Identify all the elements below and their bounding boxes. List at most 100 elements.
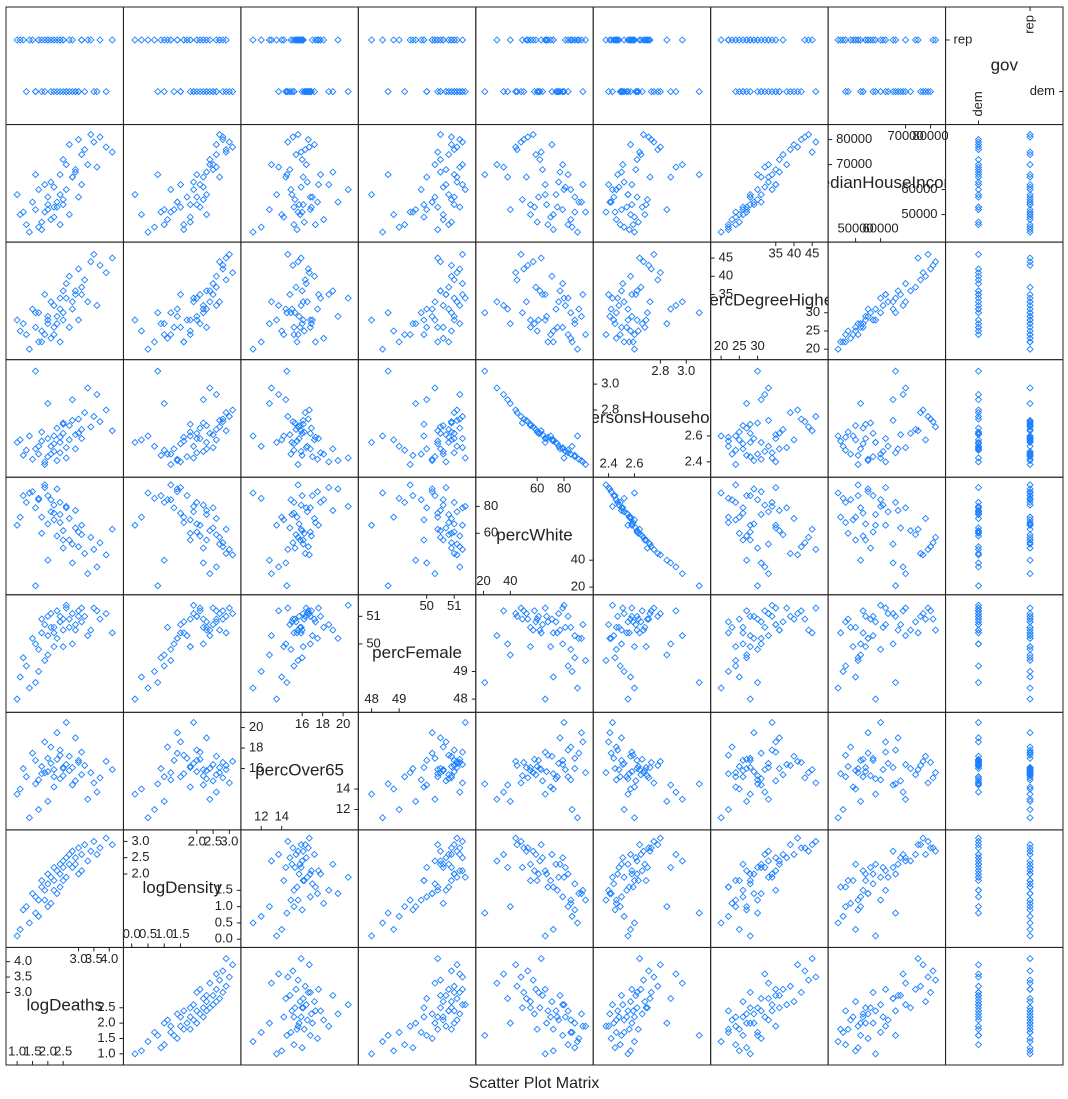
point — [436, 87, 445, 96]
point — [926, 265, 935, 273]
point — [602, 481, 610, 489]
point — [772, 87, 780, 96]
point — [306, 87, 314, 96]
point — [628, 200, 636, 209]
point — [160, 220, 168, 229]
point — [851, 436, 860, 444]
point — [428, 749, 436, 757]
point — [645, 774, 653, 782]
point — [144, 1037, 152, 1046]
point — [641, 210, 649, 219]
point — [291, 615, 299, 623]
point — [1026, 889, 1034, 898]
point — [295, 612, 303, 620]
point — [313, 455, 322, 463]
point — [294, 481, 302, 489]
point — [301, 612, 309, 620]
point — [71, 168, 80, 176]
point — [456, 265, 464, 273]
point — [974, 876, 983, 885]
point — [1026, 320, 1034, 328]
point — [974, 886, 983, 894]
point — [573, 814, 582, 822]
point — [265, 205, 274, 214]
point — [44, 612, 52, 620]
point — [13, 695, 21, 703]
point — [859, 629, 867, 637]
point — [215, 130, 224, 139]
point — [764, 160, 773, 169]
point — [445, 87, 453, 96]
point — [493, 857, 501, 865]
tick-label: 2.4 — [685, 453, 703, 468]
point — [144, 684, 152, 692]
point — [71, 87, 80, 96]
point — [571, 451, 579, 460]
point — [431, 36, 439, 44]
point — [206, 526, 214, 535]
point — [325, 87, 333, 96]
point — [458, 545, 467, 554]
point — [222, 629, 230, 637]
point — [154, 780, 162, 788]
point — [493, 795, 501, 803]
point — [974, 893, 983, 901]
point — [434, 509, 442, 517]
point — [300, 327, 308, 335]
point — [450, 767, 458, 776]
point — [297, 863, 305, 872]
point — [869, 631, 877, 640]
point — [423, 559, 431, 567]
point — [282, 87, 290, 96]
point — [753, 185, 762, 194]
point — [772, 991, 780, 1000]
point — [851, 623, 860, 631]
point — [812, 412, 820, 421]
point — [854, 654, 862, 662]
tick-label: 30 — [806, 304, 820, 319]
point — [839, 494, 847, 502]
point — [746, 876, 754, 885]
point — [567, 334, 575, 342]
point — [65, 436, 73, 444]
point — [974, 991, 983, 1000]
point — [267, 36, 276, 44]
point — [293, 338, 301, 346]
point — [447, 327, 456, 335]
point — [548, 272, 556, 280]
point — [646, 994, 654, 1003]
panel-border — [122, 946, 242, 1066]
point — [186, 643, 194, 651]
point — [1026, 746, 1034, 754]
point — [926, 758, 935, 767]
point — [313, 634, 322, 643]
point — [642, 536, 650, 544]
point — [206, 36, 214, 44]
point — [889, 298, 897, 306]
point — [881, 458, 890, 466]
point — [851, 421, 860, 430]
panel-border — [827, 711, 947, 831]
point — [615, 863, 623, 872]
point — [13, 316, 21, 324]
point — [772, 886, 780, 894]
point — [189, 294, 198, 302]
point — [1026, 481, 1034, 489]
point — [608, 601, 617, 609]
point — [746, 754, 754, 762]
point — [641, 623, 649, 631]
point — [150, 805, 159, 814]
point — [911, 36, 920, 44]
point — [630, 876, 639, 885]
point — [974, 543, 983, 551]
point — [739, 509, 747, 517]
point — [544, 883, 552, 891]
point — [320, 36, 328, 44]
point — [436, 287, 445, 295]
panel — [122, 711, 242, 831]
point — [461, 454, 469, 462]
point — [504, 994, 512, 1003]
point — [202, 87, 211, 96]
variable-name: percOver65 — [255, 761, 344, 780]
